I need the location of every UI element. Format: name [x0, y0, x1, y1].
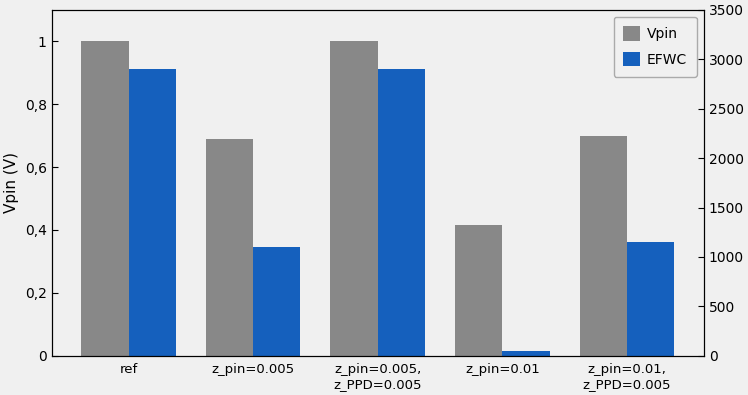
Bar	[129, 69, 176, 356]
Bar	[455, 225, 503, 356]
Bar	[206, 139, 253, 356]
Bar	[82, 41, 129, 356]
Legend: Vpin, EFWC: Vpin, EFWC	[613, 17, 697, 77]
Bar	[331, 41, 378, 356]
Bar	[580, 135, 627, 356]
Bar	[627, 242, 674, 356]
Bar	[378, 69, 425, 356]
Bar	[253, 247, 301, 356]
Y-axis label: Vpin (V): Vpin (V)	[4, 152, 19, 213]
Bar	[503, 351, 550, 356]
